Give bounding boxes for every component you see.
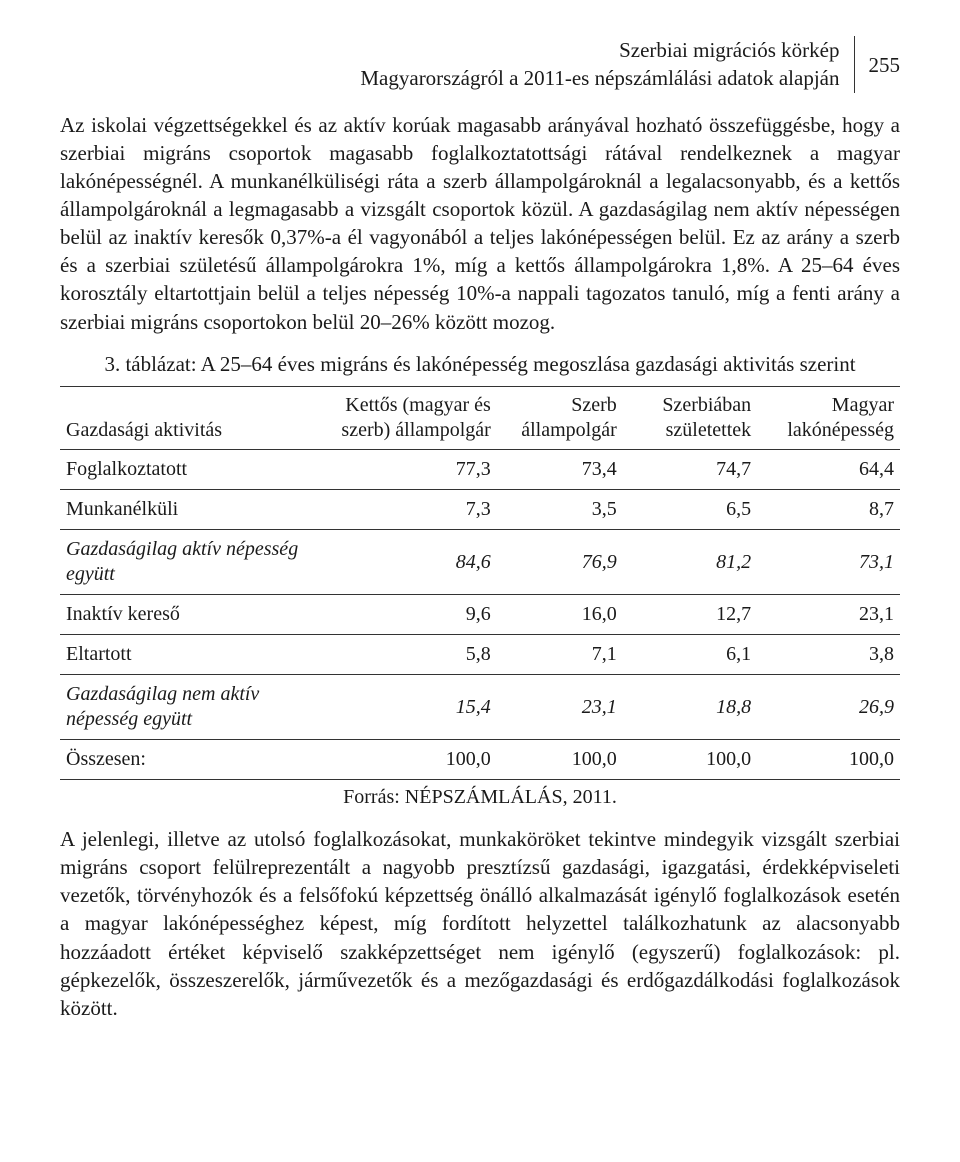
col-header-4: Magyar lakónépesség	[757, 387, 900, 450]
row-value: 74,7	[623, 450, 757, 490]
table-source: Forrás: NÉPSZÁMLÁLÁS, 2011.	[60, 786, 900, 809]
row-value: 64,4	[757, 450, 900, 490]
total-value: 100,0	[497, 740, 623, 780]
col-header-2-l2: állampolgár	[521, 419, 617, 441]
table-head: Gazdasági aktivitás Kettős (magyar és sz…	[60, 387, 900, 450]
table-header-row: Gazdasági aktivitás Kettős (magyar és sz…	[60, 387, 900, 450]
row-value: 6,5	[623, 490, 757, 530]
table-row: Inaktív kereső9,616,012,723,1	[60, 595, 900, 635]
row-value: 3,8	[757, 635, 900, 675]
row-value: 3,5	[497, 490, 623, 530]
col-header-4-l1: Magyar	[832, 394, 894, 416]
col-header-1-l2: szerb) állampolgár	[341, 419, 490, 441]
row-label: Inaktív kereső	[60, 595, 320, 635]
col-header-3-l2: születettek	[666, 419, 752, 441]
row-value: 9,6	[320, 595, 496, 635]
row-value: 73,1	[757, 530, 900, 595]
table-total-row: Összesen:100,0100,0100,0100,0	[60, 740, 900, 780]
col-header-4-l2: lakónépesség	[787, 419, 894, 441]
col-header-label: Gazdasági aktivitás	[60, 387, 320, 450]
page: Szerbiai migrációs körkép Magyarországró…	[0, 0, 960, 1072]
row-label: Foglalkoztatott	[60, 450, 320, 490]
total-value: 100,0	[623, 740, 757, 780]
header-line1: Szerbiai migrációs körkép	[619, 38, 839, 62]
row-value: 8,7	[757, 490, 900, 530]
header-separator	[854, 36, 855, 93]
data-table: Gazdasági aktivitás Kettős (magyar és sz…	[60, 386, 900, 780]
row-label: Gazdaságilag nem aktív népesség együtt	[60, 675, 320, 740]
row-value: 16,0	[497, 595, 623, 635]
total-value: 100,0	[757, 740, 900, 780]
table-row: Foglalkoztatott77,373,474,764,4	[60, 450, 900, 490]
row-value: 5,8	[320, 635, 496, 675]
col-header-1-l1: Kettős (magyar és	[345, 394, 491, 416]
row-value: 84,6	[320, 530, 496, 595]
col-header-2-l1: Szerb	[571, 394, 617, 416]
table-row: Gazdaságilag aktív népesség együtt84,676…	[60, 530, 900, 595]
table-body: Foglalkoztatott77,373,474,764,4Munkanélk…	[60, 450, 900, 780]
col-header-2: Szerb állampolgár	[497, 387, 623, 450]
header-line2: Magyarországról a 2011-es népszámlálási …	[360, 66, 839, 90]
col-header-1: Kettős (magyar és szerb) állampolgár	[320, 387, 496, 450]
row-value: 18,8	[623, 675, 757, 740]
page-number: 255	[869, 36, 901, 79]
row-value: 6,1	[623, 635, 757, 675]
row-value: 7,3	[320, 490, 496, 530]
table-row: Gazdaságilag nem aktív népesség együtt15…	[60, 675, 900, 740]
col-header-3-l1: Szerbiában	[662, 394, 751, 416]
row-value: 76,9	[497, 530, 623, 595]
row-label: Munkanélküli	[60, 490, 320, 530]
header-title: Szerbiai migrációs körkép Magyarországró…	[360, 36, 853, 93]
row-value: 15,4	[320, 675, 496, 740]
paragraph-2: A jelenlegi, illetve az utolsó foglalkoz…	[60, 825, 900, 1022]
row-value: 12,7	[623, 595, 757, 635]
total-label: Összesen:	[60, 740, 320, 780]
running-header: Szerbiai migrációs körkép Magyarországró…	[60, 36, 900, 93]
table-row: Munkanélküli7,33,56,58,7	[60, 490, 900, 530]
row-value: 23,1	[757, 595, 900, 635]
table-title: 3. táblázat: A 25–64 éves migráns és lak…	[60, 350, 900, 378]
row-value: 7,1	[497, 635, 623, 675]
total-value: 100,0	[320, 740, 496, 780]
row-value: 81,2	[623, 530, 757, 595]
row-value: 23,1	[497, 675, 623, 740]
row-value: 73,4	[497, 450, 623, 490]
row-label: Gazdaságilag aktív népesség együtt	[60, 530, 320, 595]
row-value: 77,3	[320, 450, 496, 490]
col-header-3: Szerbiában születettek	[623, 387, 757, 450]
row-label: Eltartott	[60, 635, 320, 675]
row-value: 26,9	[757, 675, 900, 740]
paragraph-1: Az iskolai végzettségekkel és az aktív k…	[60, 111, 900, 336]
table-row: Eltartott5,87,16,13,8	[60, 635, 900, 675]
